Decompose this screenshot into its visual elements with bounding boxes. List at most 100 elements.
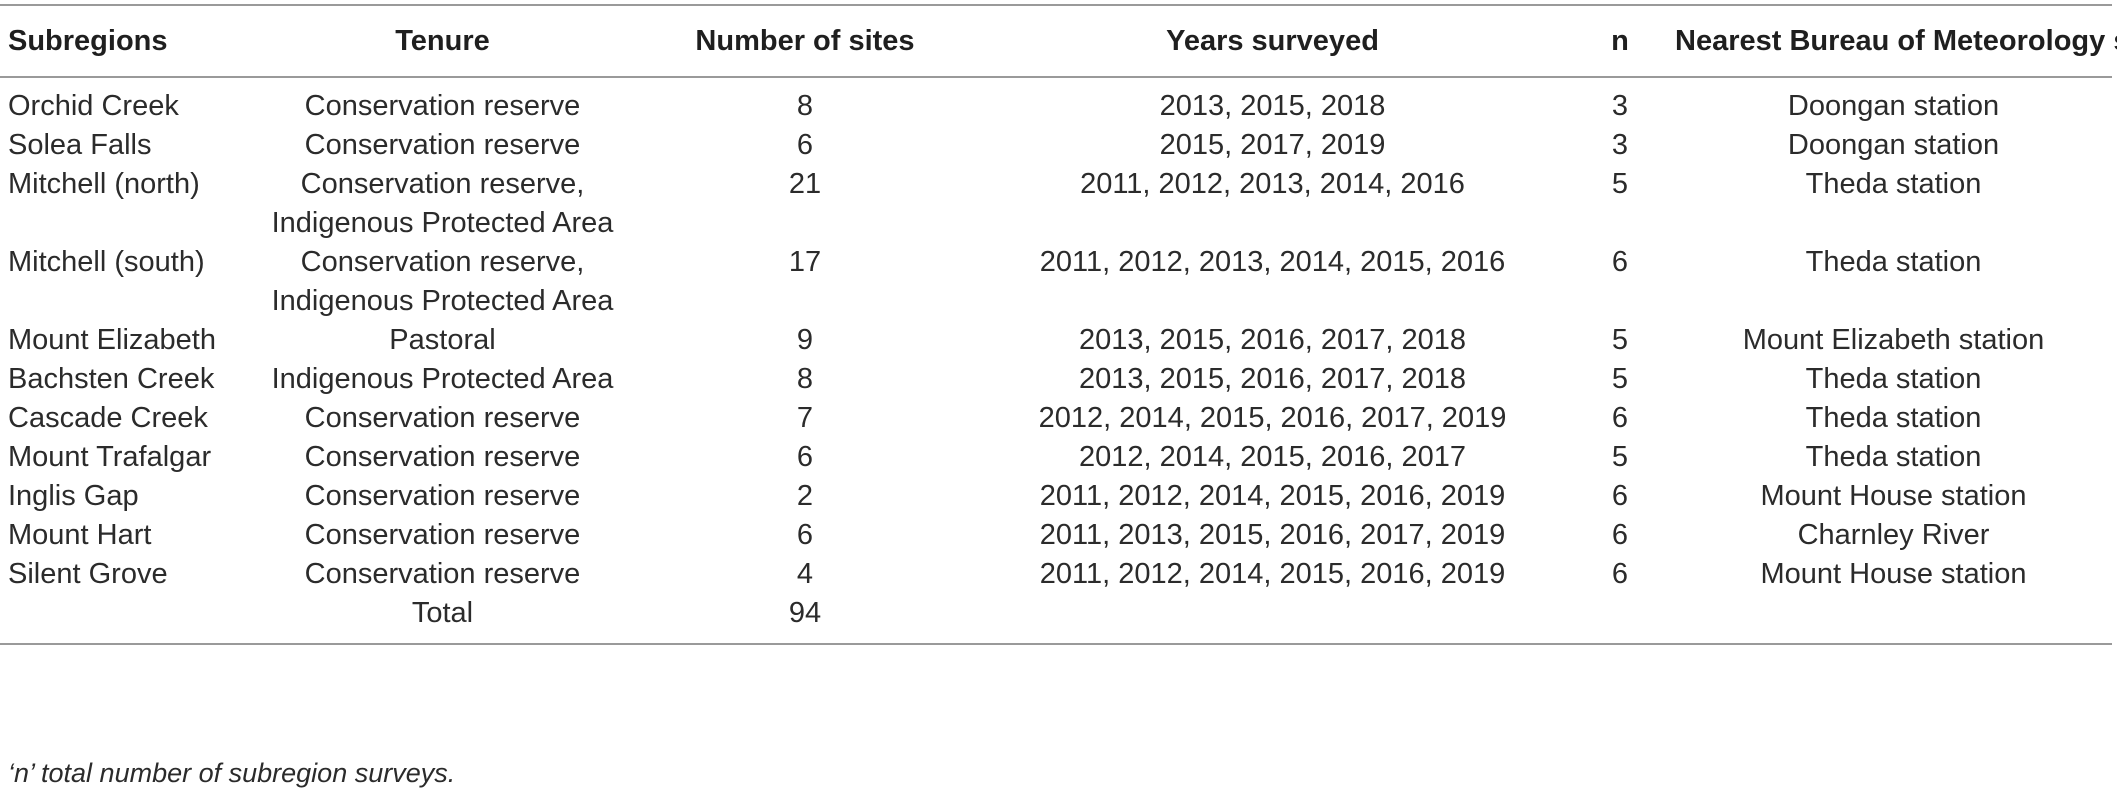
header-number-of-sites: Number of sites [695, 24, 915, 57]
tenure-line: Conservation reserve [304, 402, 581, 434]
table-row: Silent Grove Conservation reserve 4 2011, 2… [0, 555, 2112, 594]
cell-years-surveyed: 2015, 2017, 2019 [1159, 129, 1386, 161]
cell-nearest-station: Theda station [1805, 168, 1982, 200]
cell-years-surveyed: 2011, 2013, 2015, 2016, 2017, 2019 [1039, 519, 1506, 551]
cell-number-of-sites: 8 [796, 90, 814, 122]
tenure-line: Conservation reserve [304, 90, 581, 122]
cell-subregion: Mount Trafalgar [8, 441, 212, 473]
tenure-line: Conservation reserve [304, 480, 581, 512]
cell-subregion: Silent Grove [8, 558, 168, 590]
cell-tenure: Conservation reserve [255, 399, 630, 438]
cell-nearest-station: Doongan station [1787, 90, 2000, 122]
cell-tenure: Conservation reserve [255, 438, 630, 477]
header-years-surveyed: Years surveyed [1166, 24, 1379, 57]
tenure-line: Conservation reserve [304, 441, 581, 473]
cell-tenure: Indigenous Protected Area [255, 360, 630, 399]
cell-total-empty [0, 594, 255, 644]
data-table-container: Subregions Tenure Number of sites Years … [0, 4, 2117, 645]
table-row: Orchid Creek Conservation reserve 8 2013, 2… [0, 77, 2112, 126]
tenure-line: Indigenous Protected Area [271, 363, 614, 395]
cell-tenure: Conservation reserve [255, 555, 630, 594]
cell-subregion: Inglis Gap [8, 480, 139, 512]
cell-n: 5 [1611, 168, 1629, 200]
tenure-line: Conservation reserve, [300, 168, 585, 200]
cell-subregion: Bachsten Creek [8, 363, 215, 395]
cell-nearest-station: Theda station [1805, 363, 1982, 395]
cell-years-surveyed: 2012, 2014, 2015, 2016, 2017 [1078, 441, 1467, 473]
cell-years-surveyed: 2011, 2012, 2014, 2015, 2016, 2019 [1039, 480, 1506, 512]
header-nearest-station: Nearest Bureau of Meteorology station [1675, 24, 2117, 57]
cell-years-surveyed: 2011, 2012, 2013, 2014, 2016 [1080, 168, 1465, 200]
tenure-line: Conservation reserve [304, 519, 581, 551]
cell-nearest-station: Mount House station [1760, 480, 2027, 512]
cell-n: 6 [1611, 246, 1629, 278]
tenure-line: Conservation reserve [304, 558, 581, 590]
cell-n: 3 [1611, 90, 1629, 122]
cell-number-of-sites: 6 [796, 519, 814, 551]
cell-subregion: Mount Elizabeth [8, 324, 216, 356]
cell-nearest-station: Mount Elizabeth station [1742, 324, 2045, 356]
table-row: Cascade Creek Conservation reserve 7 2012, … [0, 399, 2112, 438]
cell-years-surveyed: 2011, 2012, 2014, 2015, 2016, 2019 [1039, 558, 1506, 590]
cell-nearest-station: Charnley River [1797, 519, 1990, 551]
cell-number-of-sites: 6 [796, 441, 814, 473]
cell-number-of-sites: 2 [796, 480, 814, 512]
cell-years-surveyed: 2011, 2012, 2013, 2014, 2015, 2016 [1039, 246, 1506, 278]
cell-n: 6 [1611, 402, 1629, 434]
table-body: Orchid Creek Conservation reserve 8 2013, 2… [0, 77, 2112, 644]
cell-number-of-sites: 9 [796, 324, 814, 356]
cell-n: 5 [1611, 363, 1629, 395]
table-row: Mitchell (south) Conservation reserve, Ind… [0, 243, 2112, 321]
cell-years-surveyed: 2013, 2015, 2018 [1159, 90, 1386, 122]
cell-nearest-station: Doongan station [1787, 129, 2000, 161]
tenure-line: Conservation reserve, [300, 246, 585, 278]
cell-tenure: Conservation reserve [255, 126, 630, 165]
table-row: Bachsten Creek Indigenous Protected Area 8… [0, 360, 2112, 399]
cell-number-of-sites: 21 [788, 168, 822, 200]
cell-tenure: Conservation reserve [255, 77, 630, 126]
table-footnote: ‘n’ total number of subregion surveys. [8, 758, 456, 788]
cell-subregion: Mitchell (north) [8, 168, 200, 200]
cell-subregion: Mount Hart [8, 519, 152, 551]
cell-total-empty [980, 594, 1565, 644]
cell-tenure: Conservation reserve [255, 477, 630, 516]
cell-n: 6 [1611, 519, 1629, 551]
cell-nearest-station: Theda station [1805, 246, 1982, 278]
cell-n: 3 [1611, 129, 1629, 161]
cell-nearest-station: Theda station [1805, 402, 1982, 434]
cell-number-of-sites: 4 [796, 558, 814, 590]
cell-number-of-sites: 8 [796, 363, 814, 395]
cell-years-surveyed: 2013, 2015, 2016, 2017, 2018 [1078, 363, 1467, 395]
cell-nearest-station: Theda station [1805, 441, 1982, 473]
tenure-line: Pastoral [389, 324, 496, 356]
cell-number-of-sites: 17 [788, 246, 822, 278]
table-row: Solea Falls Conservation reserve 6 2015, 20… [0, 126, 2112, 165]
cell-tenure: Conservation reserve [255, 516, 630, 555]
tenure-line: Indigenous Protected Area [271, 285, 614, 317]
tenure-line: Indigenous Protected Area [271, 207, 614, 239]
tenure-line: Conservation reserve [304, 129, 581, 161]
table-row: Mount Trafalgar Conservation reserve 6 2012… [0, 438, 2112, 477]
table-row: Inglis Gap Conservation reserve 2 2011, 201… [0, 477, 2112, 516]
cell-years-surveyed: 2013, 2015, 2016, 2017, 2018 [1078, 324, 1467, 356]
cell-subregion: Cascade Creek [8, 402, 208, 434]
cell-tenure: Conservation reserve, Indigenous Protecte… [255, 165, 630, 243]
table-row: Mitchell (north) Conservation reserve, Ind… [0, 165, 2112, 243]
table-row: Mount Hart Conservation reserve 6 2011, 201… [0, 516, 2112, 555]
cell-tenure: Conservation reserve, Indigenous Protecte… [255, 243, 630, 321]
cell-nearest-station: Mount House station [1760, 558, 2027, 590]
cell-total-empty [1675, 594, 2112, 644]
cell-subregion: Orchid Creek [8, 90, 179, 122]
cell-number-of-sites: 7 [796, 402, 814, 434]
cell-n: 6 [1611, 558, 1629, 590]
cell-n: 5 [1611, 324, 1629, 356]
table-header-row: Subregions Tenure Number of sites Years … [0, 5, 2117, 77]
total-sites: 94 [788, 597, 822, 629]
header-subregions: Subregions [8, 24, 168, 57]
cell-n: 6 [1611, 480, 1629, 512]
survey-table: Subregions Tenure Number of sites Years … [0, 4, 2117, 645]
table-row: Mount Elizabeth Pastoral 9 2013, 2015, 2016… [0, 321, 2112, 360]
cell-n: 5 [1611, 441, 1629, 473]
header-tenure: Tenure [395, 24, 490, 57]
cell-subregion: Solea Falls [8, 129, 152, 161]
